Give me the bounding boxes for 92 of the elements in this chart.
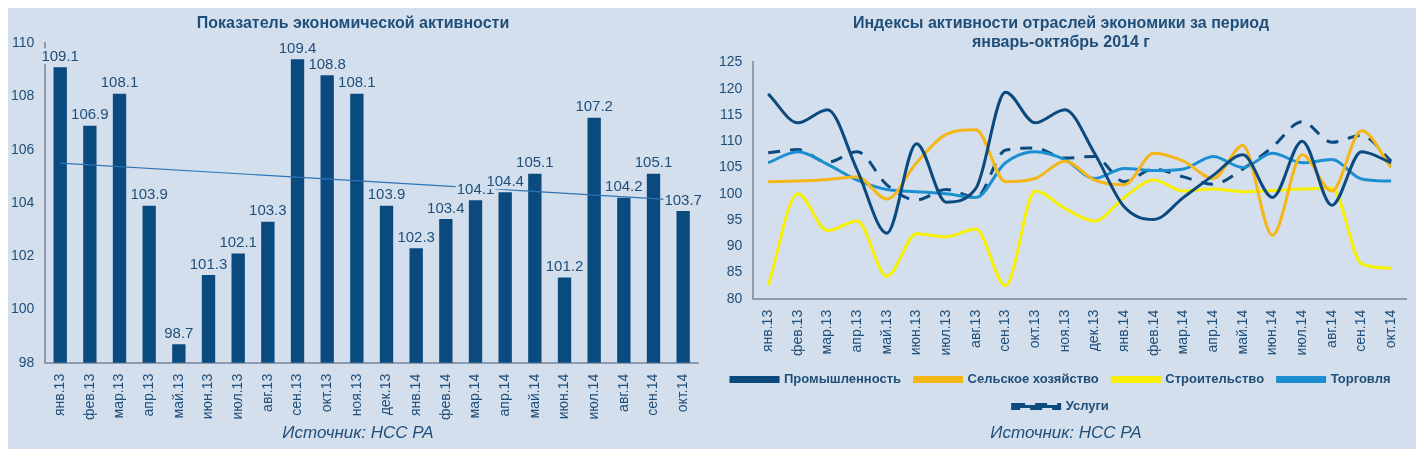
x-tick-label: окт.14: [1382, 309, 1399, 349]
x-tick-label: мар.13: [110, 373, 127, 419]
data-label: 103.9: [367, 185, 406, 203]
data-label: 108.1: [100, 73, 139, 91]
x-tick-label: май.13: [877, 309, 894, 355]
y-tick-label: 98: [18, 353, 35, 370]
data-label: 98.7: [164, 323, 194, 341]
text: Источник: НСС РА: [990, 423, 1142, 443]
x-tick-label: авг.13: [966, 309, 983, 348]
x-tick-label: июл.13: [937, 309, 954, 356]
y-tick-label: 80: [726, 289, 743, 306]
x-tick-label: сен.14: [1352, 309, 1369, 352]
x-tick-label: янв.14: [407, 373, 424, 417]
legend-label: Услуги: [1065, 398, 1109, 414]
x-tick-label: май.14: [1233, 309, 1250, 355]
x-tick-label: июн.13: [199, 373, 216, 420]
x-tick-label: янв.13: [759, 309, 776, 353]
data-label: 103.4: [427, 198, 465, 216]
x-tick-label: апр.13: [848, 309, 865, 353]
y-tick-label: 100: [719, 184, 743, 201]
x-tick-label: апр.13: [140, 373, 157, 417]
legend-label: Промышленность: [784, 371, 902, 387]
data-label: 106.9: [71, 105, 109, 123]
x-tick-label: сен.13: [288, 373, 305, 416]
data-label: 101.2: [545, 257, 584, 275]
data-label: 105.1: [634, 153, 673, 171]
x-tick-label: апр.14: [496, 373, 513, 417]
x-tick-label: авг.14: [614, 373, 631, 412]
y-tick-label: 125: [719, 53, 743, 70]
x-tick-label: янв.13: [51, 373, 68, 417]
data-label: 103.3: [249, 201, 287, 219]
x-tick-label: фев.14: [436, 373, 453, 421]
y-tick-label: 85: [726, 263, 743, 280]
x-tick-label: дек.13: [1085, 309, 1102, 352]
line-series: [766, 178, 1393, 288]
x-tick-label: июл.14: [585, 373, 602, 420]
y-tick-label: 110: [12, 34, 35, 51]
data-label: 107.2: [575, 97, 613, 115]
chart-title: Показатель экономической активности: [196, 14, 510, 32]
line-series: [766, 128, 1393, 237]
data-label: 104.2: [605, 177, 643, 195]
x-tick-label: ноя.13: [1055, 309, 1072, 353]
x-tick-label: авг.14: [1322, 309, 1339, 348]
text: Источник: НСС РА: [282, 423, 434, 443]
x-tick-label: фев.14: [1144, 309, 1161, 357]
data-label: 102.3: [397, 227, 435, 245]
chart-title: Индексы активности отраслей экономики за период январь-октябрь 2014 г: [852, 14, 1270, 51]
x-tick-label: июн.14: [555, 373, 572, 420]
y-tick-label: 120: [719, 79, 743, 96]
data-label: 108.1: [338, 73, 376, 91]
x-tick-label: июн.13: [907, 309, 924, 356]
y-tick-label: 95: [726, 210, 743, 227]
y-tick-label: 90: [726, 237, 743, 254]
x-tick-label: мар.14: [466, 373, 483, 419]
x-tick-label: окт.13: [318, 373, 335, 413]
data-label: 103.9: [130, 185, 168, 203]
data-label: 103.7: [664, 190, 702, 208]
data-label: 102.1: [219, 233, 257, 251]
x-tick-label: апр.14: [1204, 309, 1221, 353]
x-tick-label: окт.13: [1026, 309, 1043, 349]
data-label: 101.3: [189, 254, 228, 272]
y-tick-label: 104: [11, 193, 35, 210]
legend-label: Строительство: [1165, 371, 1265, 387]
x-tick-label: сен.14: [644, 373, 661, 416]
y-tick-label: 108: [11, 87, 35, 104]
data-label: 105.1: [516, 153, 554, 171]
x-tick-label: фев.13: [788, 309, 805, 357]
x-tick-label: окт.14: [674, 373, 691, 413]
legend-label: Сельское хозяйство: [967, 371, 1099, 387]
x-tick-label: мар.14: [1174, 309, 1191, 355]
x-tick-label: май.14: [525, 373, 542, 419]
data-label: 109.1: [41, 46, 79, 64]
y-tick-label: 110: [720, 132, 743, 149]
legend-label: Торговля: [1330, 371, 1391, 387]
x-tick-label: фев.13: [80, 373, 97, 421]
x-tick-label: июл.13: [229, 373, 246, 420]
x-tick-label: май.13: [169, 373, 186, 419]
x-tick-label: ноя.13: [347, 373, 364, 417]
x-tick-label: мар.13: [818, 309, 835, 355]
x-tick-label: июл.14: [1293, 309, 1310, 356]
data-label: 108.8: [308, 54, 346, 72]
x-tick-label: июн.14: [1263, 309, 1280, 356]
data-label: 109.4: [278, 38, 317, 56]
x-tick-label: янв.14: [1115, 309, 1132, 353]
x-tick-label: сен.13: [996, 309, 1013, 352]
y-tick-label: 106: [11, 140, 35, 157]
x-tick-label: авг.13: [258, 373, 275, 412]
y-tick-label: 100: [11, 300, 35, 317]
y-tick-label: 105: [719, 158, 743, 175]
y-tick-label: 115: [720, 105, 743, 122]
y-tick-label: 102: [11, 247, 35, 264]
x-tick-label: дек.13: [377, 373, 394, 416]
